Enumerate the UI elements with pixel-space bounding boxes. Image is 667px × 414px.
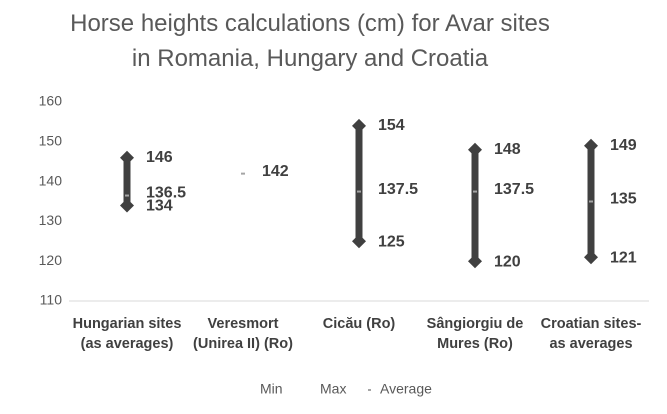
x-tick-label: Hungarian sites (as averages) — [72, 316, 182, 352]
y-tick-label: 140 — [39, 172, 63, 188]
legend-label: Max — [320, 381, 346, 397]
marker — [125, 194, 129, 197]
marker — [352, 234, 366, 249]
marker — [241, 172, 245, 175]
marker — [584, 250, 598, 265]
marker — [589, 200, 593, 203]
marker — [584, 138, 598, 153]
data-label: 142 — [262, 163, 289, 180]
y-tick-label: 160 — [39, 93, 63, 109]
x-tick-label: Sângiorgiu de Mures (Ro) — [426, 316, 524, 352]
legend-marker — [368, 389, 371, 391]
data-label: 136.5 — [146, 185, 186, 202]
marker — [357, 190, 361, 193]
data-label: 148 — [494, 141, 521, 158]
data-label: 137.5 — [378, 181, 418, 198]
marker — [120, 198, 134, 213]
data-label: 121 — [610, 249, 637, 266]
y-tick-label: 110 — [40, 292, 63, 308]
data-label: 120 — [494, 253, 521, 270]
chart-title: Horse heights calculations (cm) for Avar… — [70, 10, 550, 72]
x-tick-label: Veresmort (Unirea II) (Ro) — [193, 316, 293, 352]
legend-label: Min — [260, 381, 283, 397]
data-label: 149 — [610, 137, 637, 154]
legend-label: Average — [380, 381, 432, 397]
x-tick-label: Cicău (Ro) — [322, 316, 396, 332]
data-label: 125 — [378, 234, 405, 251]
data-label: 146 — [146, 149, 173, 166]
marker — [468, 142, 482, 157]
marker — [352, 118, 366, 133]
y-tick-label: 130 — [39, 212, 63, 228]
y-tick-label: 150 — [39, 133, 63, 149]
data-label: 154 — [378, 117, 405, 134]
marker — [468, 254, 482, 269]
data-label: 137.5 — [494, 181, 534, 198]
marker — [120, 150, 134, 165]
marker — [473, 190, 477, 193]
x-tick-label: Croatian sites- as averages — [540, 316, 642, 352]
data-label: 134 — [146, 198, 173, 215]
y-tick-label: 120 — [39, 252, 63, 268]
data-label: 135 — [610, 191, 637, 208]
